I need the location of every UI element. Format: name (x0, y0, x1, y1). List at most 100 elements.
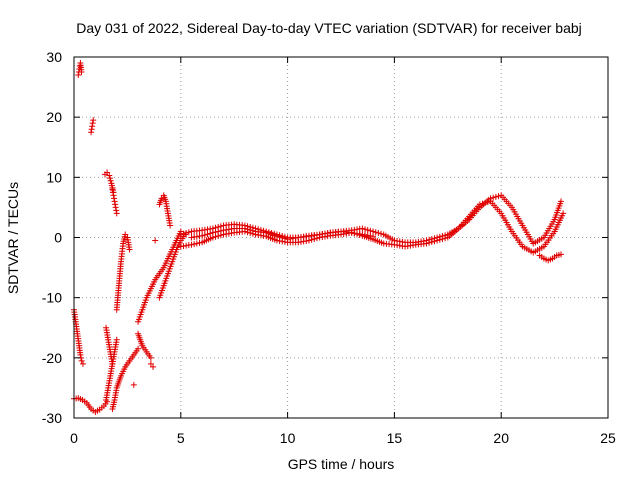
data-point (249, 227, 256, 234)
data-point (126, 246, 133, 253)
data-point (111, 198, 118, 205)
data-point (78, 357, 85, 364)
data-point (375, 229, 382, 236)
data-point (113, 336, 120, 343)
data-point (196, 239, 203, 246)
data-point (112, 204, 119, 211)
data-point (113, 210, 120, 217)
data-point (77, 351, 84, 358)
data-point (111, 195, 118, 202)
y-tick-label: -10 (42, 290, 62, 306)
data-point (428, 239, 435, 246)
data-point (177, 231, 184, 238)
y-tick-label: 20 (46, 109, 62, 125)
data-point (359, 225, 366, 232)
data-point (482, 199, 489, 206)
data-points (71, 60, 567, 415)
data-point (439, 236, 446, 243)
x-tick-label: 25 (600, 430, 616, 446)
data-point (492, 193, 499, 200)
data-point (89, 123, 96, 130)
data-point (109, 186, 116, 193)
data-point (364, 226, 371, 233)
data-point (484, 199, 491, 206)
x-tick-label: 10 (280, 430, 296, 446)
data-point (88, 129, 95, 136)
data-point (158, 195, 165, 202)
data-point (558, 251, 565, 258)
data-point (279, 234, 286, 241)
data-point (89, 120, 96, 127)
data-point (241, 225, 248, 232)
data-point (247, 226, 254, 233)
data-point (185, 229, 192, 236)
y-tick-label: 0 (54, 230, 62, 246)
data-point (150, 363, 157, 370)
data-point (104, 169, 111, 176)
data-point (281, 235, 288, 242)
data-point (188, 241, 195, 248)
data-point (180, 230, 187, 237)
data-point (79, 360, 86, 367)
data-point (215, 228, 222, 235)
data-point (212, 229, 219, 236)
data-point (479, 200, 486, 207)
x-axis-label: GPS time / hours (288, 456, 395, 472)
data-point (367, 227, 374, 234)
data-point (431, 238, 438, 245)
chart-title: Day 031 of 2022, Sidereal Day-to-day VTE… (76, 20, 582, 36)
data-point (201, 231, 208, 238)
data-point (135, 345, 142, 352)
data-point (109, 189, 116, 196)
x-tick-label: 15 (387, 430, 403, 446)
data-point (372, 229, 379, 236)
data-point (370, 233, 377, 240)
data-point (436, 236, 443, 243)
y-tick-label: 30 (46, 49, 62, 65)
data-point (147, 360, 154, 367)
x-tick-label: 20 (493, 430, 509, 446)
y-tick-label: 10 (46, 169, 62, 185)
data-point (75, 72, 82, 79)
data-point (112, 201, 119, 208)
data-point (378, 230, 385, 237)
data-point (209, 229, 216, 236)
data-point (217, 227, 224, 234)
x-tick-label: 5 (177, 430, 185, 446)
data-point (199, 232, 206, 239)
gridlines (74, 57, 608, 418)
data-point (183, 229, 190, 236)
data-point (113, 207, 120, 214)
data-point (495, 193, 502, 200)
data-point (423, 240, 430, 247)
data-point (490, 194, 497, 201)
y-tick-label: -30 (42, 410, 62, 426)
data-point (88, 126, 95, 133)
y-tick-label: -20 (42, 350, 62, 366)
data-point (110, 192, 117, 199)
data-point (90, 117, 97, 124)
data-point (244, 226, 251, 233)
data-point (207, 230, 214, 237)
data-point (191, 241, 198, 248)
data-point (167, 222, 174, 229)
x-tick-label: 0 (70, 430, 78, 446)
data-point (122, 231, 129, 238)
data-point (106, 172, 113, 179)
data-point (362, 226, 369, 233)
data-point (107, 177, 114, 184)
data-point (130, 381, 137, 388)
data-point (204, 231, 211, 238)
data-point (147, 354, 154, 361)
axis-ticks: 0 5 10 15 20 25 -30 -20 -10 0 10 20 30 (42, 49, 616, 446)
data-point (106, 175, 113, 182)
data-point (560, 210, 567, 217)
data-point (273, 233, 280, 240)
data-point (152, 237, 159, 244)
data-point (434, 237, 441, 244)
y-axis-label: SDTVAR / TECUs (5, 182, 21, 294)
data-point (193, 240, 200, 247)
data-point (78, 69, 85, 76)
data-point (276, 234, 283, 241)
data-point (476, 201, 483, 208)
